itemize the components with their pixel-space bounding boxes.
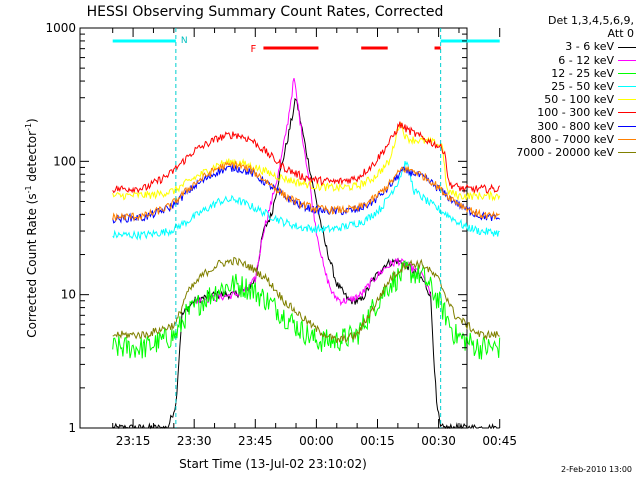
legend-item: 800 - 7000 keV [488, 133, 636, 146]
series-line-800-7000-kev [112, 161, 500, 222]
plot-area [79, 27, 468, 429]
series-line-12-25-kev [112, 260, 501, 360]
legend-swatch [618, 86, 636, 88]
x-axis-label: Start Time (13-Jul-02 23:10:02) [179, 457, 367, 471]
legend-item: 25 - 50 keV [488, 80, 636, 93]
series-line-7000-20000-kev [112, 256, 500, 344]
legend-item: 50 - 100 keV [488, 93, 636, 106]
legend-swatch [618, 112, 636, 114]
y-axis-label: Corrected Count Rate (s-1 detector-1) [24, 118, 39, 337]
series-line-3-6-kev [112, 97, 500, 430]
y-tick-label: 1 [68, 421, 76, 435]
flare-label: F [250, 44, 256, 55]
legend-swatch [618, 138, 636, 140]
legend-label: 100 - 300 keV [537, 106, 614, 120]
x-tick-label: 00:00 [299, 434, 334, 448]
series-layer [112, 77, 501, 430]
legend-label: 800 - 7000 keV [530, 132, 614, 146]
footer-date: 2-Feb-2010 13:00 [561, 465, 632, 474]
legend-label: 6 - 12 keV [558, 53, 614, 67]
legend-label: 12 - 25 keV [551, 66, 614, 80]
legend-swatch [618, 72, 636, 74]
legend-swatch [618, 125, 636, 127]
axis-layer: 1 10 100 1000 23:15 23:30 23:45 00:00 00:15 00:30… [45, 21, 517, 448]
legend-entries: 3 - 6 keV 6 - 12 keV 12 - 25 keV 25 - 50 ke… [488, 40, 636, 159]
legend-header-detectors: Det 1,3,4,5,6,9, [547, 14, 634, 27]
legend-swatch [618, 99, 636, 101]
night-label: N [181, 36, 188, 46]
series-line-300-800-kev [112, 163, 501, 224]
series-line-25-50-kev [112, 160, 500, 241]
legend-swatch [618, 46, 636, 48]
legend-label: 25 - 50 keV [551, 79, 614, 93]
legend-item: 100 - 300 keV [488, 106, 636, 119]
legend-header-attenuator: Att 0 [607, 27, 634, 41]
plot-frame [79, 27, 468, 429]
x-tick-label: 00:15 [360, 434, 395, 448]
x-tick-label: 23:30 [177, 434, 212, 448]
series-line-100-300-kev [112, 121, 501, 194]
legend-label: 7000 - 20000 keV [516, 145, 614, 159]
y-tick-label: 10 [61, 288, 76, 302]
x-tick-label: 23:45 [238, 434, 273, 448]
annotation-layer: NF [112, 28, 500, 428]
legend-label: 300 - 800 keV [537, 119, 614, 133]
y-tick-label: 100 [53, 154, 76, 168]
x-tick-label: 23:15 [116, 434, 151, 448]
legend: Det 1,3,4,5,6,9, Att 0 3 - 6 keV 6 - 12 k… [488, 14, 636, 159]
legend-label: 3 - 6 keV [565, 40, 614, 54]
legend-swatch [618, 59, 636, 61]
legend-swatch [618, 152, 636, 153]
legend-item: 3 - 6 keV [488, 40, 636, 53]
legend-item: 12 - 25 keV [488, 67, 636, 80]
y-tick-label: 1000 [45, 21, 76, 35]
series-line-6-12-kev [193, 77, 431, 307]
x-tick-label: 00:45 [482, 434, 517, 448]
legend-label: 50 - 100 keV [544, 93, 614, 107]
x-tick-label: 00:30 [421, 434, 456, 448]
legend-item: 6 - 12 keV [488, 54, 636, 67]
legend-item: 7000 - 20000 keV [488, 146, 636, 159]
chart-title: HESSI Observing Summary Count Rates, Cor… [87, 4, 444, 20]
legend-item: 300 - 800 keV [488, 120, 636, 133]
